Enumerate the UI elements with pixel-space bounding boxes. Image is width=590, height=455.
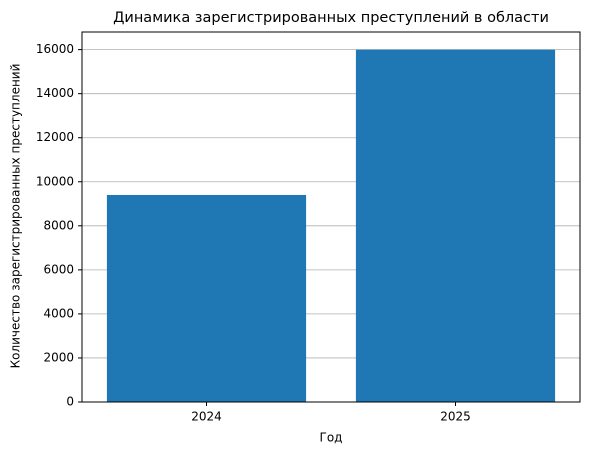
bar	[355, 49, 556, 402]
y-tick-label: 10000	[36, 174, 74, 188]
x-tick-label: 2024	[191, 410, 222, 424]
y-tick-label: 0	[66, 395, 74, 409]
x-tick-label: 2025	[440, 410, 471, 424]
y-tick-label: 2000	[43, 350, 74, 364]
plot-frame	[81, 31, 581, 403]
y-axis-label: Количество зарегистрированных преступлен…	[9, 64, 23, 369]
y-tick-label: 6000	[43, 262, 74, 276]
chart-title: Динамика зарегистрированных преступлений…	[113, 10, 549, 26]
y-tick-label: 4000	[43, 306, 74, 320]
x-axis-label: Год	[320, 431, 343, 445]
y-tick-label: 14000	[36, 86, 74, 100]
y-tick-label: 16000	[36, 42, 74, 56]
bar	[106, 194, 307, 402]
y-tick-label: 8000	[43, 218, 74, 232]
y-tick-label: 12000	[36, 130, 74, 144]
